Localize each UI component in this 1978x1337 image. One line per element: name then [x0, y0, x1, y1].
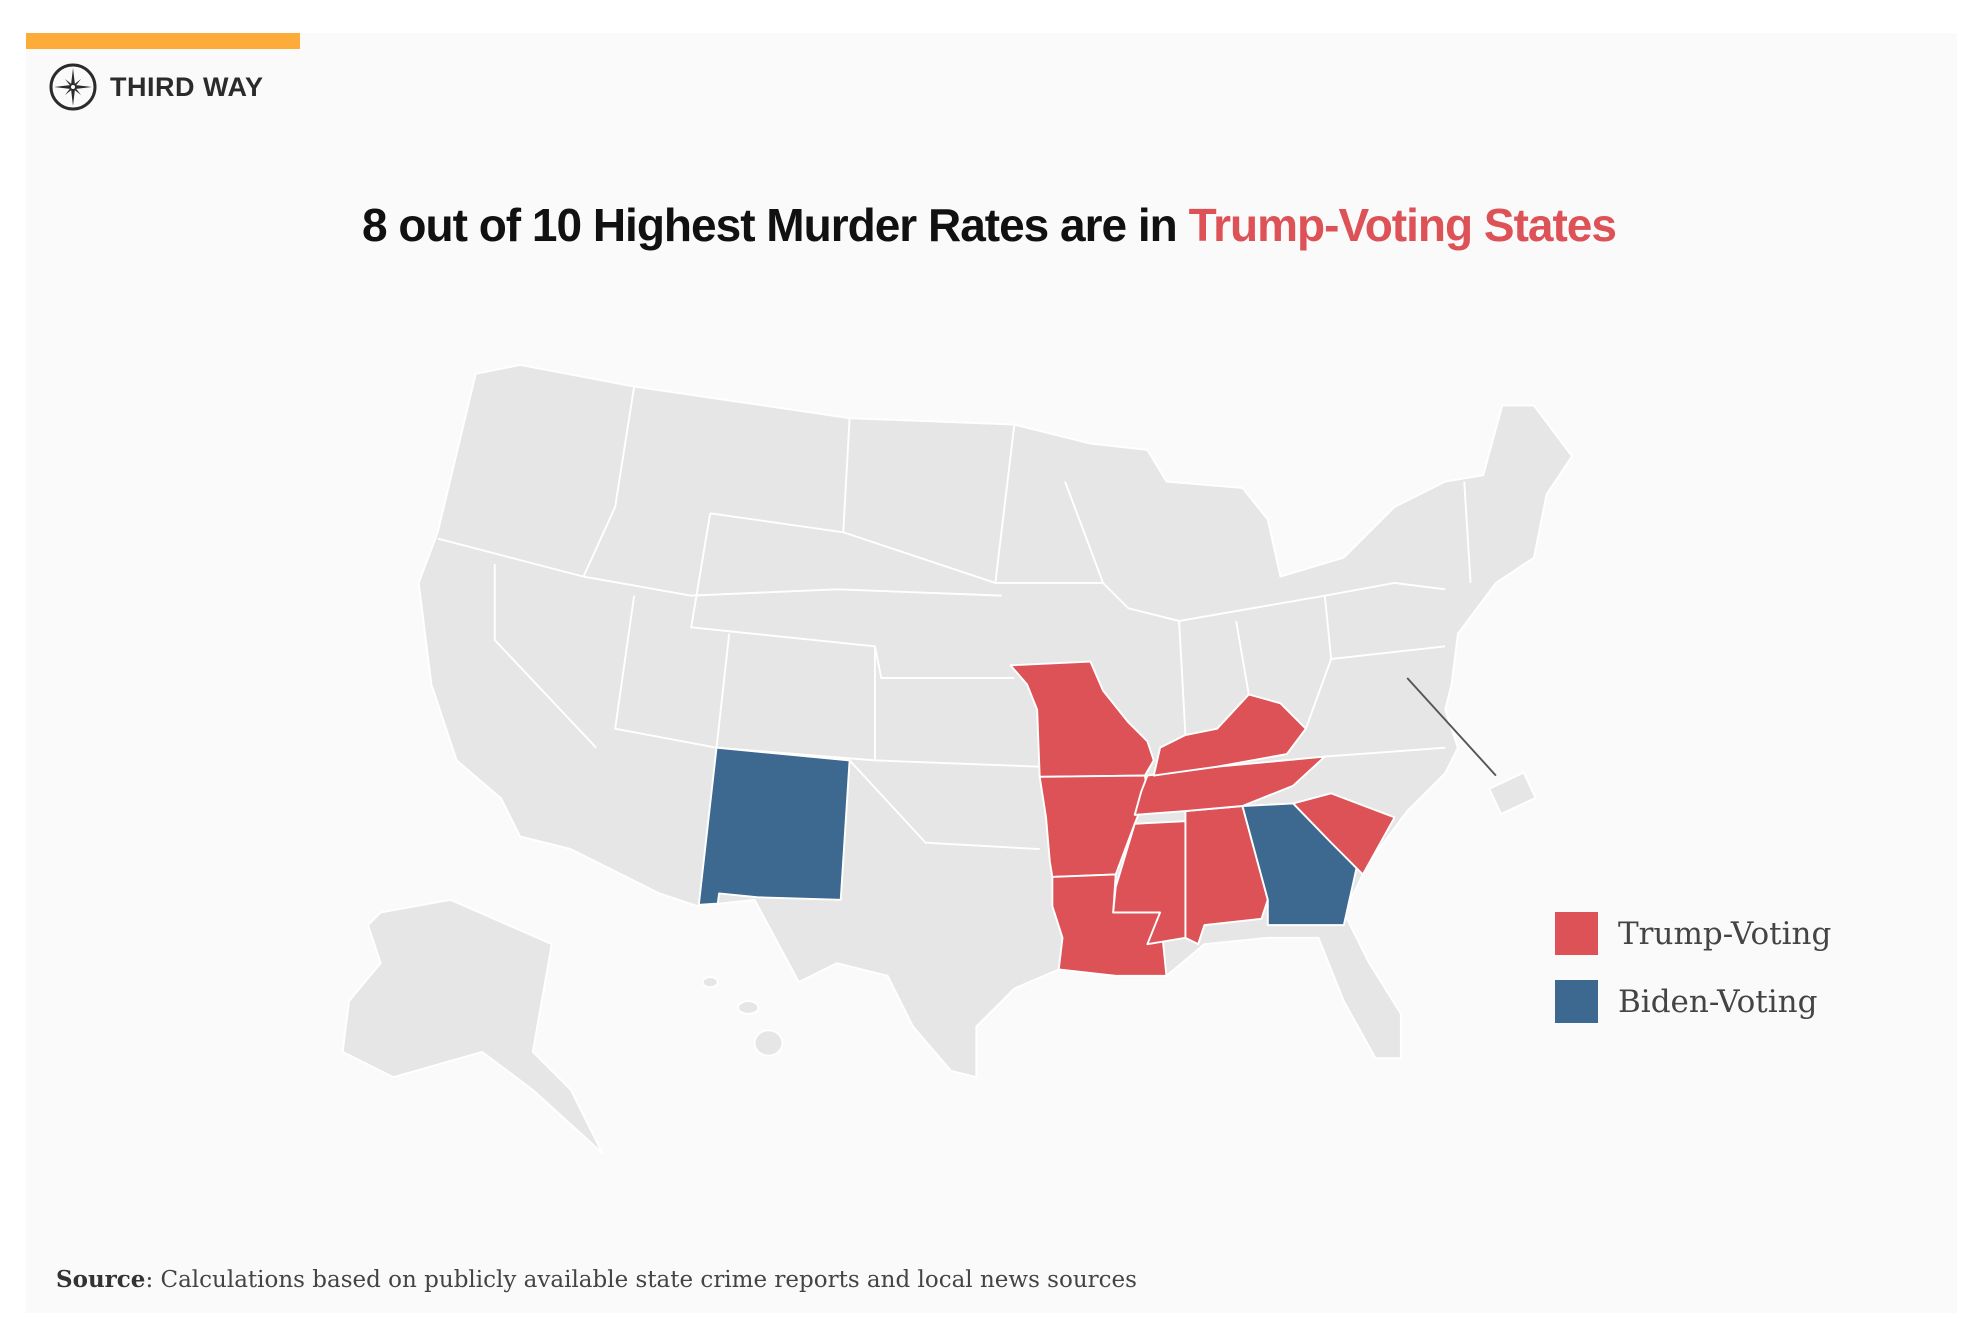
state-missouri: [1009, 660, 1155, 778]
chart-title: 8 out of 10 Highest Murder Rates are in …: [0, 198, 1978, 252]
dc-inset: [1488, 771, 1537, 815]
state-new-mexico: [697, 746, 851, 906]
state-borders: [437, 386, 1472, 851]
source-note: Source: Calculations based on publicly a…: [56, 1266, 1137, 1293]
legend-label-biden: Biden-Voting: [1618, 983, 1818, 1020]
title-prefix: 8 out of 10 Highest Murder Rates are in: [362, 199, 1189, 251]
legend-swatch-trump: [1555, 912, 1598, 955]
brand-name: THIRD WAY: [110, 71, 264, 102]
hawaii-island: [701, 976, 719, 989]
state-south-carolina: [1292, 792, 1396, 876]
legend-label-trump: Trump-Voting: [1618, 915, 1832, 952]
hawaii-island: [737, 1000, 760, 1015]
logo: THIRD WAY: [48, 62, 264, 112]
compass-icon: [49, 63, 97, 111]
state-mississippi: [1112, 820, 1187, 946]
hawaii-island: [753, 1029, 784, 1057]
state-kentucky: [1152, 693, 1307, 777]
legend-item-trump: Trump-Voting: [1555, 912, 1831, 955]
dc-leader-line: [1406, 677, 1497, 777]
lower-48-base: [417, 364, 1573, 1079]
legend: Trump-Voting Biden-Voting: [1555, 912, 1831, 1048]
title-highlight: Trump-Voting States: [1188, 199, 1617, 251]
alaska: [341, 898, 604, 1155]
source-label: Source: [56, 1266, 146, 1293]
source-text: : Calculations based on publicly availab…: [145, 1267, 1137, 1293]
legend-swatch-biden: [1555, 980, 1598, 1023]
legend-item-biden: Biden-Voting: [1555, 980, 1831, 1023]
accent-bar: [26, 33, 300, 49]
